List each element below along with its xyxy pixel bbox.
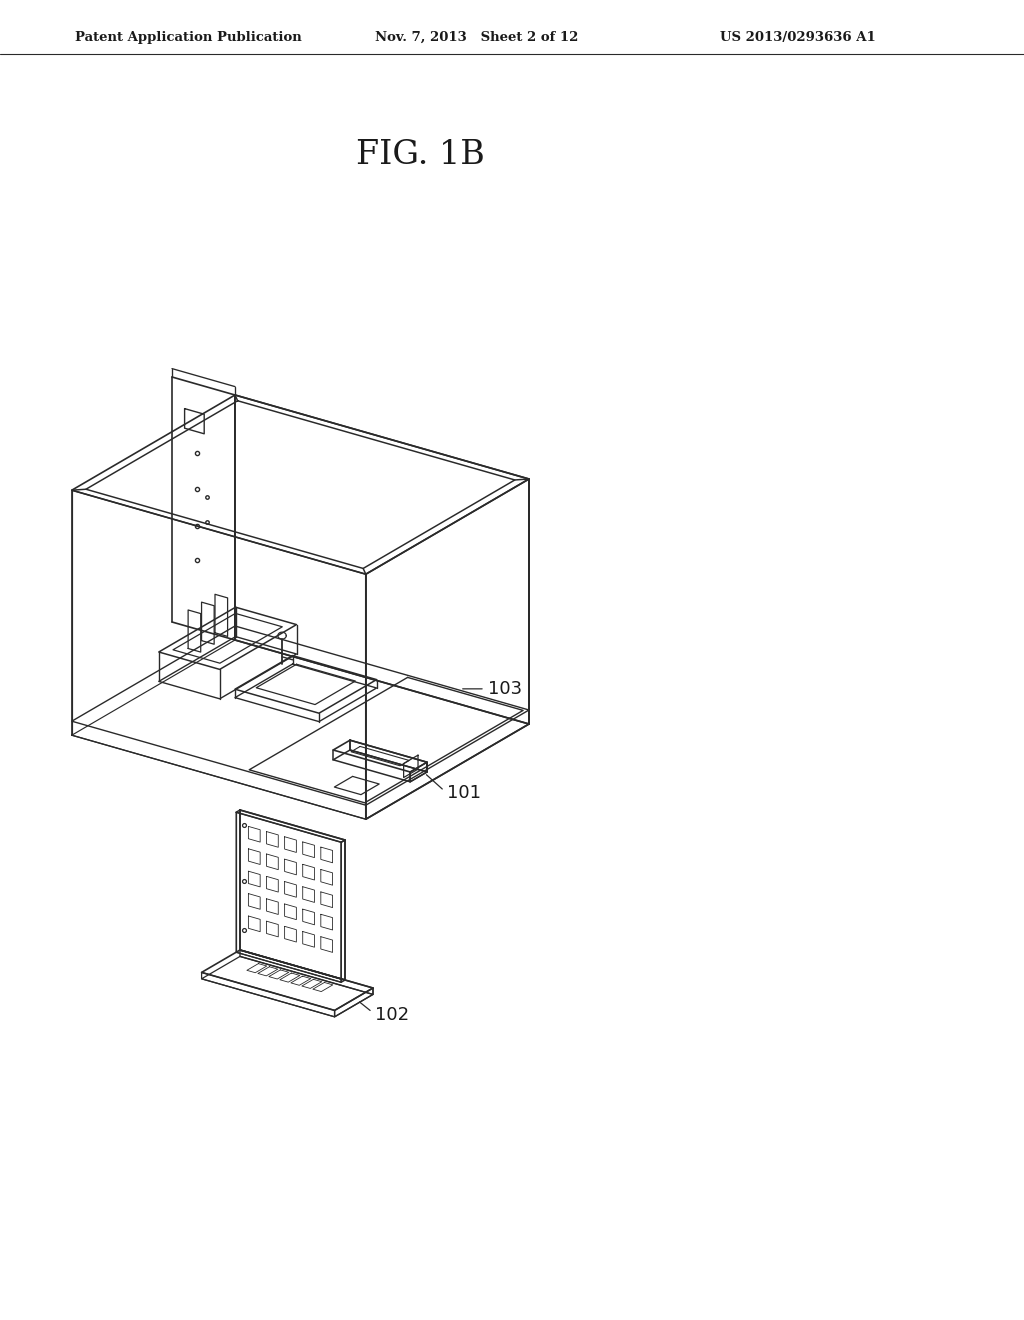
Text: Patent Application Publication: Patent Application Publication	[75, 30, 302, 44]
Text: 101: 101	[447, 784, 481, 801]
Text: 103: 103	[487, 680, 522, 698]
Text: 102: 102	[376, 1006, 410, 1024]
Text: Nov. 7, 2013   Sheet 2 of 12: Nov. 7, 2013 Sheet 2 of 12	[375, 30, 579, 44]
Text: US 2013/0293636 A1: US 2013/0293636 A1	[720, 30, 876, 44]
Text: FIG. 1B: FIG. 1B	[355, 139, 484, 172]
